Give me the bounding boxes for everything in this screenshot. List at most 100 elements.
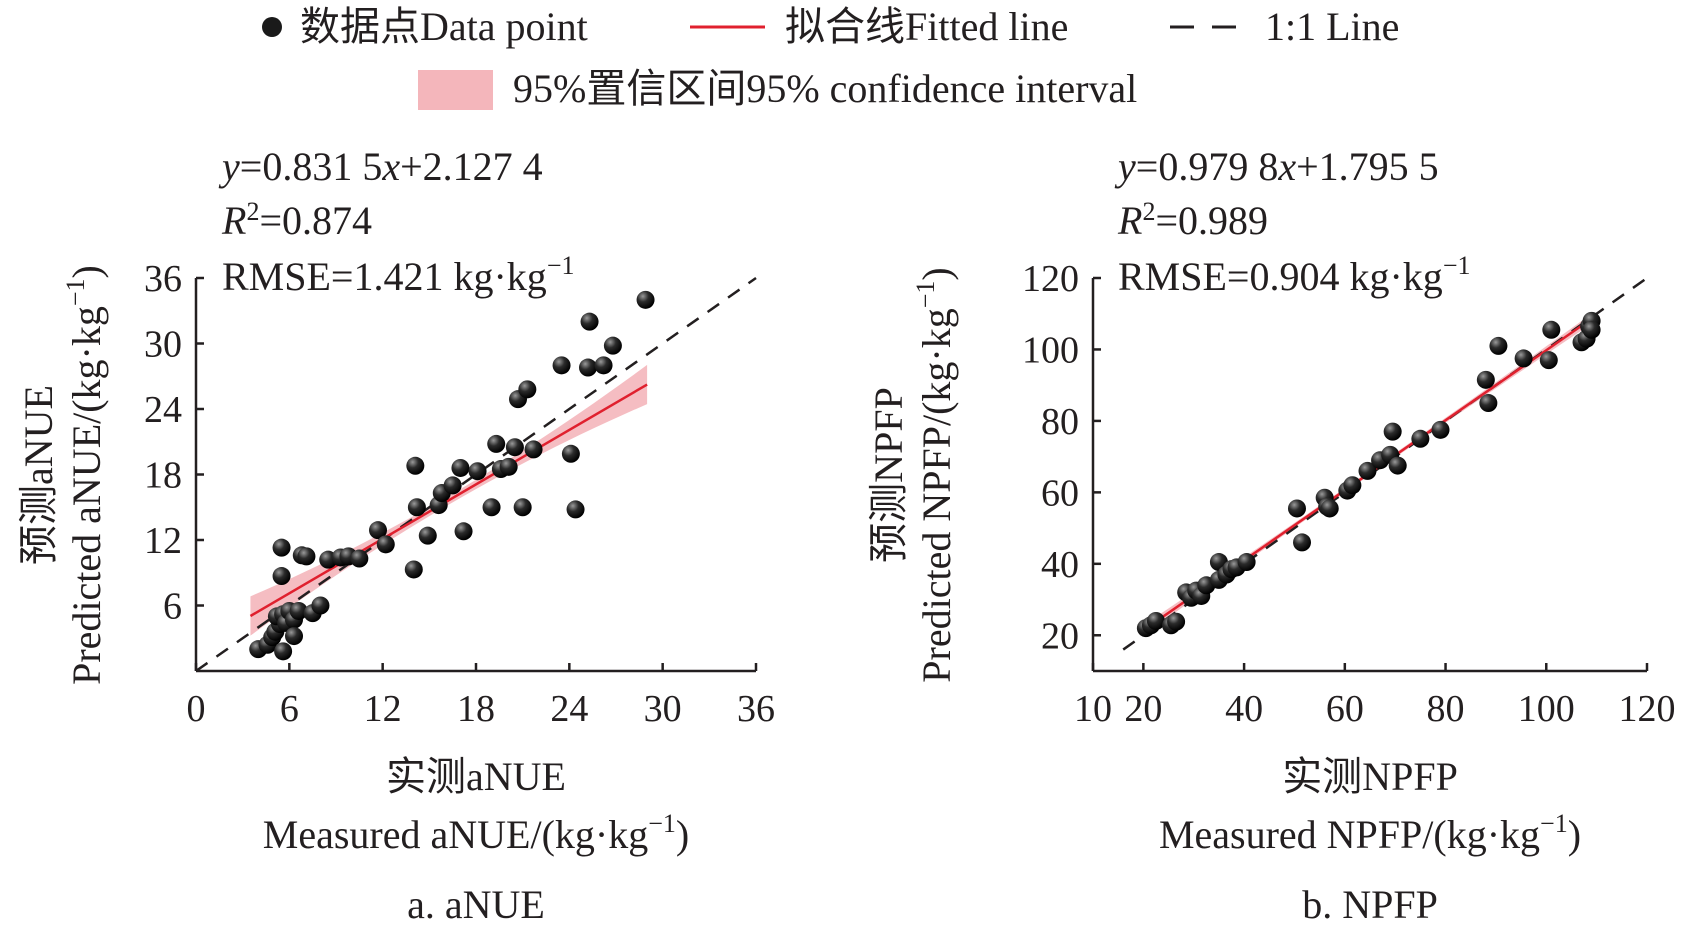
data-point (285, 627, 303, 646)
y-axis-title-en: Predicted NPFP/(kg·kg−1) (911, 267, 959, 682)
r2-symbol: R (1117, 198, 1142, 243)
x-axis-title-sup: −1 (648, 809, 676, 838)
data-point (580, 312, 599, 331)
legend-item-confidence-band: 95%置信区间95% confidence interval (418, 66, 1137, 111)
data-point (272, 538, 291, 557)
data-point (1287, 499, 1306, 518)
regression-equation: y=0.979 8x+1.795 5 (1114, 144, 1439, 189)
data-point (369, 521, 387, 540)
data-point (1237, 553, 1256, 572)
x-tick-label: 0 (187, 688, 206, 730)
data-point (1542, 320, 1561, 339)
data-point (272, 567, 291, 586)
y-axis-title-en-text: Predicted aNUE/(kg·kg (64, 306, 109, 685)
equation-x: x (381, 144, 400, 189)
x-tick-label: 12 (364, 688, 402, 730)
y-tick-label: 100 (1022, 329, 1079, 371)
regression-equation: y=0.831 5x+2.127 4 (218, 144, 543, 189)
data-point (1320, 499, 1339, 518)
panel-caption: a. aNUE (407, 882, 545, 927)
x-tick-label: 6 (280, 688, 299, 730)
r2-value: =0.874 (259, 198, 372, 243)
data-point (579, 358, 597, 377)
data-point (561, 444, 580, 463)
y-tick-label: 20 (1041, 615, 1079, 657)
legend-confidence-band-swatch (418, 70, 493, 110)
data-point (566, 500, 585, 519)
x-tick-label: 10 (1074, 688, 1112, 730)
data-point (418, 526, 437, 545)
data-point (482, 498, 501, 517)
r2-symbol: R (221, 198, 246, 243)
equation-y: y (1114, 144, 1136, 189)
x-axis-title-sup: −1 (1540, 809, 1568, 838)
panel-b-npfp: 10 20 40 60 80 100 120 20 40 60 80 100 120 y=0.979 8x… (866, 144, 1676, 927)
x-axis-title-close: ) (1568, 812, 1581, 857)
data-point (1388, 456, 1407, 475)
y-tick-label: 80 (1041, 401, 1079, 443)
rmse-value: RMSE=0.904 kg·kg (1118, 254, 1443, 299)
y-axis-title-sup: −1 (61, 278, 90, 306)
r2-value: =0.989 (1155, 198, 1268, 243)
x-tick-label: 100 (1518, 688, 1575, 730)
data-point (289, 601, 308, 620)
y-axis-title-cn: 预测NPFP (866, 387, 911, 563)
legend-fitted-line-label: 拟合线Fitted line (785, 4, 1068, 49)
y-axis-title-en: Predicted aNUE/(kg·kg−1) (61, 265, 109, 685)
equation-x: x (1277, 144, 1296, 189)
legend-point-marker (262, 17, 282, 37)
data-point (1489, 336, 1508, 355)
data-point (1383, 422, 1402, 441)
x-tick-label: 80 (1427, 688, 1465, 730)
data-point (505, 438, 524, 457)
x-axis-title-en-text: Measured aNUE/(kg·kg (263, 812, 648, 857)
data-point (524, 440, 543, 459)
data-point (297, 547, 316, 566)
data-point (1479, 394, 1498, 413)
x-tick-label: 24 (550, 688, 588, 730)
equation-intercept: +1.795 5 (1296, 144, 1439, 189)
data-point (552, 356, 571, 375)
y-axis-title-sup: −1 (911, 281, 940, 309)
data-point (406, 456, 425, 475)
data-point (518, 380, 537, 399)
r2-superscript: 2 (1142, 197, 1155, 226)
data-point (1358, 461, 1377, 480)
y-tick-label: 40 (1041, 544, 1079, 586)
equation-slope: =0.831 5 (240, 144, 383, 189)
x-axis-title-close: ) (676, 812, 689, 857)
r-squared: R2=0.989 (1117, 197, 1268, 243)
legend-item-fitted-line: 拟合线Fitted line (690, 4, 1068, 49)
data-point (274, 642, 293, 661)
rmse-value: RMSE=1.421 kg·kg (222, 254, 547, 299)
data-point (311, 596, 330, 615)
x-axis-title-en-text: Measured NPFP/(kg·kg (1159, 812, 1540, 857)
y-tick-label: 36 (144, 258, 182, 300)
legend-item-data-point: 数据点Data point (262, 4, 588, 49)
fitted-line (249, 383, 648, 618)
data-point (451, 458, 470, 477)
data-point (1167, 612, 1186, 631)
y-tick-label: 18 (144, 455, 182, 497)
x-tick-label: 60 (1326, 688, 1364, 730)
data-point (499, 457, 518, 476)
data-point (404, 560, 423, 579)
y-tick-label: 12 (144, 520, 182, 562)
data-point (1582, 320, 1601, 339)
x-tick-label: 120 (1619, 688, 1676, 730)
data-point (1539, 351, 1558, 370)
legend: 数据点Data point 拟合线Fitted line 1:1 Line 95… (262, 4, 1399, 111)
data-point (350, 549, 369, 568)
x-tick-label: 20 (1124, 688, 1162, 730)
data-point (487, 434, 506, 453)
y-axis-title-close: ) (64, 265, 109, 278)
x-axis-title-en: Measured NPFP/(kg·kg−1) (1159, 809, 1581, 857)
r2-superscript: 2 (246, 197, 259, 226)
data-point (636, 290, 655, 309)
data-point (1411, 429, 1430, 448)
rmse: RMSE=1.421 kg·kg−1 (222, 251, 574, 299)
y-tick-label: 6 (163, 586, 182, 628)
rmse-superscript: −1 (547, 251, 575, 280)
equation-y: y (218, 144, 240, 189)
